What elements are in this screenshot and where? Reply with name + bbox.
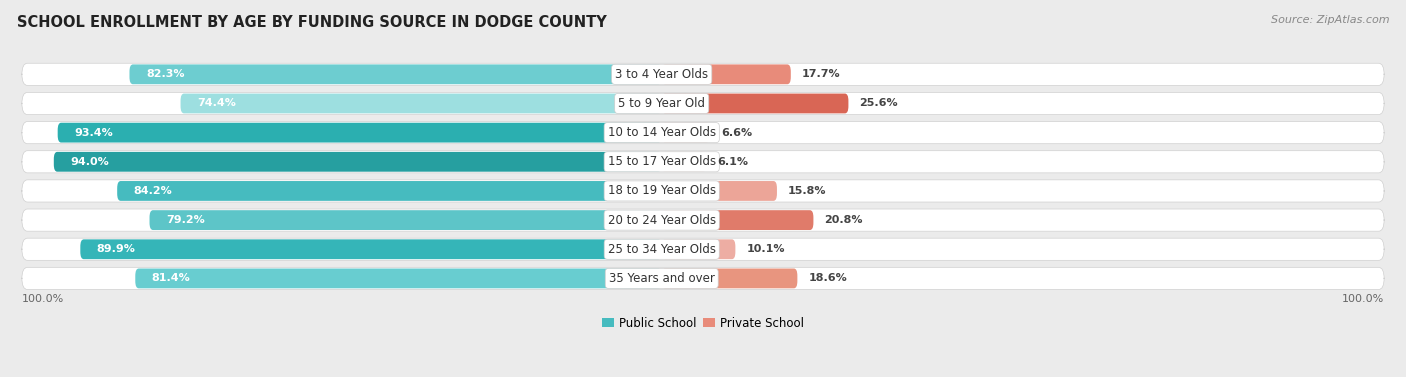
FancyBboxPatch shape (22, 209, 1384, 231)
FancyBboxPatch shape (129, 64, 662, 84)
Text: 15 to 17 Year Olds: 15 to 17 Year Olds (607, 155, 716, 168)
Text: 81.4%: 81.4% (152, 273, 191, 284)
Text: 20.8%: 20.8% (824, 215, 863, 225)
Text: 93.4%: 93.4% (75, 128, 112, 138)
FancyBboxPatch shape (662, 181, 778, 201)
Text: 25.6%: 25.6% (859, 98, 898, 109)
FancyBboxPatch shape (22, 267, 1384, 290)
Text: 94.0%: 94.0% (70, 157, 110, 167)
Text: Source: ZipAtlas.com: Source: ZipAtlas.com (1271, 15, 1389, 25)
Text: 35 Years and over: 35 Years and over (609, 272, 714, 285)
Text: 82.3%: 82.3% (146, 69, 184, 79)
FancyBboxPatch shape (22, 151, 1384, 173)
FancyBboxPatch shape (662, 152, 706, 172)
FancyBboxPatch shape (22, 63, 1384, 86)
FancyBboxPatch shape (22, 238, 1384, 261)
FancyBboxPatch shape (135, 268, 662, 288)
Text: 89.9%: 89.9% (97, 244, 136, 254)
Text: 3 to 4 Year Olds: 3 to 4 Year Olds (616, 68, 709, 81)
FancyBboxPatch shape (53, 152, 662, 172)
Text: SCHOOL ENROLLMENT BY AGE BY FUNDING SOURCE IN DODGE COUNTY: SCHOOL ENROLLMENT BY AGE BY FUNDING SOUR… (17, 15, 606, 30)
FancyBboxPatch shape (180, 93, 662, 113)
Text: 18 to 19 Year Olds: 18 to 19 Year Olds (607, 184, 716, 198)
Text: 18.6%: 18.6% (808, 273, 848, 284)
Text: 10 to 14 Year Olds: 10 to 14 Year Olds (607, 126, 716, 139)
FancyBboxPatch shape (662, 268, 797, 288)
Text: 17.7%: 17.7% (801, 69, 841, 79)
Text: 25 to 34 Year Olds: 25 to 34 Year Olds (607, 243, 716, 256)
Text: 10.1%: 10.1% (747, 244, 785, 254)
FancyBboxPatch shape (22, 92, 1384, 115)
FancyBboxPatch shape (22, 180, 1384, 202)
FancyBboxPatch shape (58, 123, 662, 143)
FancyBboxPatch shape (662, 210, 814, 230)
FancyBboxPatch shape (662, 123, 710, 143)
Text: 6.1%: 6.1% (717, 157, 748, 167)
FancyBboxPatch shape (117, 181, 662, 201)
Text: 100.0%: 100.0% (1341, 294, 1384, 304)
Text: 74.4%: 74.4% (197, 98, 236, 109)
FancyBboxPatch shape (662, 64, 790, 84)
FancyBboxPatch shape (662, 93, 848, 113)
Legend: Public School, Private School: Public School, Private School (598, 312, 808, 334)
FancyBboxPatch shape (80, 239, 662, 259)
Text: 84.2%: 84.2% (134, 186, 173, 196)
Text: 5 to 9 Year Old: 5 to 9 Year Old (619, 97, 706, 110)
Text: 79.2%: 79.2% (166, 215, 205, 225)
FancyBboxPatch shape (22, 121, 1384, 144)
Text: 100.0%: 100.0% (22, 294, 65, 304)
FancyBboxPatch shape (662, 239, 735, 259)
Text: 20 to 24 Year Olds: 20 to 24 Year Olds (607, 214, 716, 227)
Text: 15.8%: 15.8% (787, 186, 827, 196)
Text: 6.6%: 6.6% (721, 128, 752, 138)
FancyBboxPatch shape (149, 210, 662, 230)
